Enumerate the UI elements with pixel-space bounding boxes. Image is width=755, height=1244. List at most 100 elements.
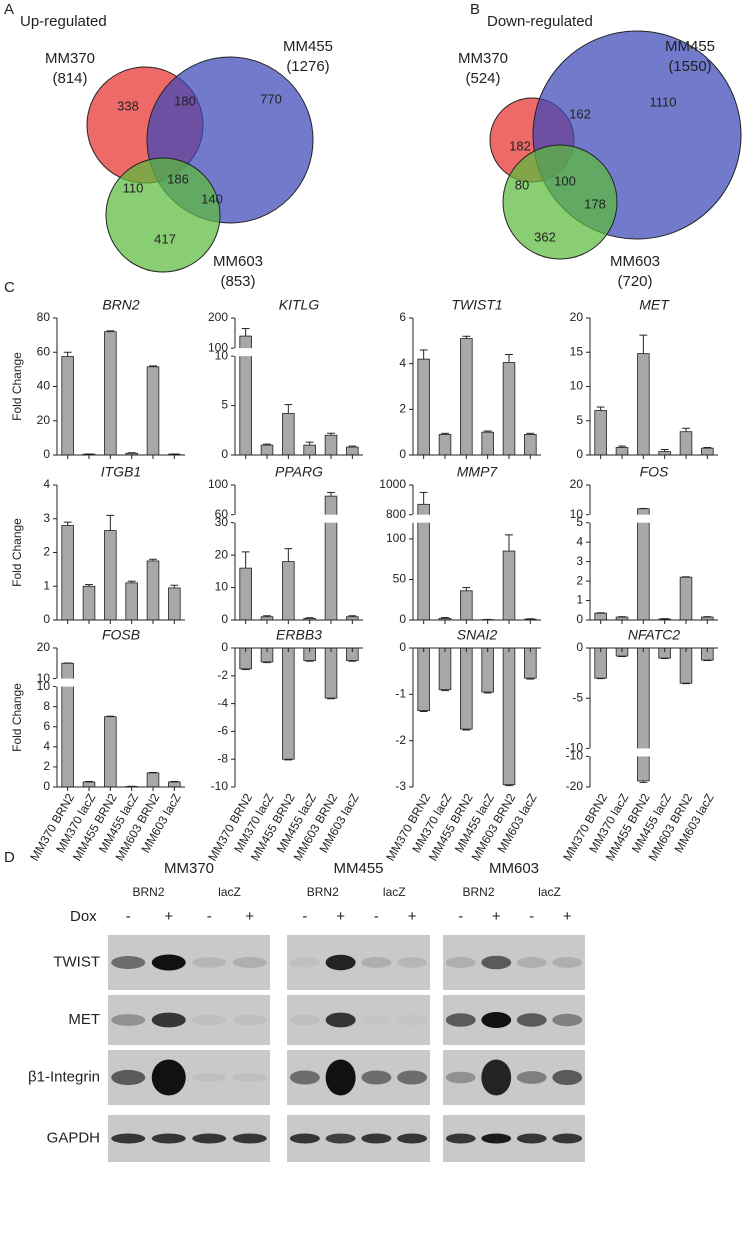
y-tick-label: -3 [395, 779, 406, 793]
blot-band [481, 955, 512, 970]
error-bar [263, 661, 271, 664]
blot-band [289, 1070, 320, 1085]
bar [282, 561, 295, 621]
blot-panel [287, 995, 430, 1045]
error-bar [639, 780, 648, 783]
blot-band [289, 1133, 320, 1144]
y-tick-label: 6 [43, 719, 50, 733]
y-tick-label: 5 [576, 413, 583, 427]
region-count: 80 [515, 177, 529, 192]
y-tick-label: 3 [43, 511, 50, 525]
bar [239, 567, 252, 621]
y-tick-label: 30 [215, 515, 229, 529]
error-bar [462, 335, 471, 339]
error-bar [596, 406, 605, 411]
blot-band [289, 1014, 320, 1026]
blot-band [289, 957, 320, 968]
error-bar [284, 548, 293, 562]
dox-sign: - [529, 908, 534, 925]
error-bar [703, 660, 712, 662]
y-tick-label: 5 [221, 398, 228, 412]
y-tick-label: -6 [217, 724, 228, 738]
y-tick-label: -8 [217, 751, 228, 765]
error-bar [149, 558, 157, 561]
y-axis-label: Fold Change [10, 518, 24, 587]
blot-band [151, 1012, 186, 1028]
blot-band [111, 1014, 146, 1026]
error-bar [63, 351, 72, 357]
bar [594, 612, 607, 621]
y-tick-label: 50 [393, 572, 407, 586]
bar [658, 451, 671, 456]
error-bar [327, 698, 335, 700]
y-tick-label: 60 [37, 344, 51, 358]
bar [679, 647, 693, 684]
error-bar [241, 328, 250, 337]
y-tick-label: 10 [37, 671, 51, 685]
bar [303, 444, 316, 456]
y-tick-label: 0 [399, 447, 406, 461]
blot-band [481, 1059, 512, 1096]
y-tick-label: 20 [570, 477, 584, 491]
row-label: β1-Integrin [28, 1068, 100, 1085]
y-tick-label: 0 [399, 612, 406, 626]
bar [104, 716, 117, 788]
dox-sign: - [458, 908, 463, 925]
y-tick-label: -2 [217, 668, 228, 682]
condition: lacZ [383, 885, 406, 899]
error-bar [483, 430, 492, 433]
blot-band [516, 1013, 547, 1027]
error-bar [682, 427, 690, 432]
blot-band [325, 1012, 356, 1028]
bar [324, 434, 338, 456]
bar [615, 447, 629, 456]
blot-band [397, 1015, 427, 1025]
error-bar [327, 491, 335, 497]
error-bar [526, 678, 535, 680]
y-tick-label: -2 [395, 733, 406, 747]
blot-band [397, 957, 428, 968]
y-tick-label: 200 [208, 310, 228, 324]
panel-label: D [4, 849, 15, 866]
axis-break [589, 514, 719, 523]
y-tick-label: 2 [399, 402, 406, 416]
blot-band [397, 1133, 428, 1144]
region-count: 162 [569, 106, 591, 121]
axis-break [234, 514, 364, 523]
error-bar [263, 443, 271, 446]
error-bar [348, 660, 357, 662]
chart-title: TWIST1 [451, 297, 502, 313]
y-tick-label: 0 [221, 447, 228, 461]
y-tick-label: 15 [570, 344, 584, 358]
blot-band [232, 1073, 267, 1082]
error-bar [618, 445, 626, 448]
error-bar [618, 656, 626, 658]
chart-title: ITGB1 [101, 464, 141, 480]
region-count: 770 [260, 91, 282, 106]
bar [417, 647, 430, 711]
row-label: MET [68, 1011, 100, 1028]
blot-band [361, 1070, 392, 1085]
error-bar [596, 678, 605, 680]
group-name: MM370 [164, 860, 214, 877]
y-tick-label: 1000 [379, 477, 406, 491]
region-count: 110 [123, 180, 144, 195]
error-bar [106, 330, 115, 332]
y-tick-label: 100 [208, 477, 228, 491]
chart-title: FOSB [102, 627, 140, 643]
panel-label: C [4, 279, 15, 296]
blot-band [552, 957, 583, 968]
y-tick-label: 10 [37, 679, 51, 693]
error-bar [127, 580, 136, 583]
y-tick-label: 0 [576, 612, 583, 626]
error-bar [348, 445, 357, 448]
blot-band [111, 1133, 146, 1144]
y-tick-label: 0 [221, 612, 228, 626]
set-total: (1550) [668, 58, 711, 75]
y-tick-label: -10 [211, 779, 229, 793]
bar [61, 356, 74, 456]
condition: BRN2 [132, 885, 164, 899]
y-tick-label: 1 [576, 593, 583, 607]
blot-band [516, 1071, 547, 1084]
bar [594, 410, 607, 456]
